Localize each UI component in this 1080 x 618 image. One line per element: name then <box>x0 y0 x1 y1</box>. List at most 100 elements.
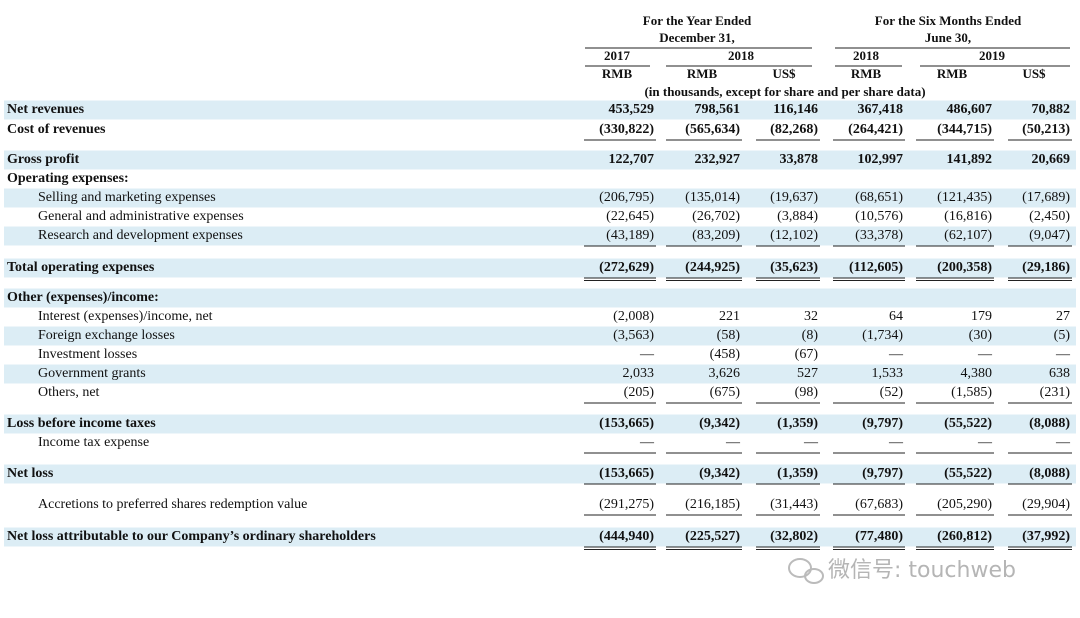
row-shade <box>4 100 1076 120</box>
row-shade <box>4 226 1076 246</box>
currency: RMB <box>937 66 968 81</box>
row-label: Income tax expense <box>38 435 149 450</box>
header: For the Year Ended December 31, For the … <box>585 13 1070 99</box>
cell-value: (10,576) <box>855 209 903 224</box>
cell-value: 27 <box>1056 309 1070 324</box>
cell-value: 2,033 <box>623 366 655 381</box>
cell-value: 102,997 <box>858 152 904 167</box>
row-shade <box>4 288 1076 308</box>
table-row: Other (expenses)/income: <box>4 288 1076 308</box>
cell-value: (458) <box>710 347 741 362</box>
cell-value: (216,185) <box>685 497 740 512</box>
cell-value: (68,651) <box>855 190 903 205</box>
cell-value: — <box>639 435 655 450</box>
cell-value: (77,480) <box>855 529 903 544</box>
cell-value: (9,342) <box>699 466 740 481</box>
cell-value: (1,359) <box>777 416 818 431</box>
row-shade <box>4 527 1076 547</box>
cell-value: — <box>1055 347 1071 362</box>
cell-value: 33,878 <box>780 152 819 167</box>
cell-value: (1,359) <box>777 466 818 481</box>
cell-value: (19,637) <box>770 190 818 205</box>
cell-value: 453,529 <box>609 102 655 117</box>
cell-value: (1,585) <box>951 385 992 400</box>
row-label: Government grants <box>38 366 146 381</box>
cell-value: — <box>803 435 819 450</box>
cell-value: (82,268) <box>770 122 818 137</box>
row-shade <box>4 414 1076 434</box>
cell-value: (2,450) <box>1029 209 1070 224</box>
cell-value: (9,342) <box>699 416 740 431</box>
row-shade <box>4 188 1076 208</box>
row-label: Selling and marketing expenses <box>38 190 216 205</box>
cell-value: (3,884) <box>777 209 818 224</box>
cell-value: (17,689) <box>1022 190 1070 205</box>
cell-value: — <box>725 435 741 450</box>
cell-value: (244,925) <box>685 260 740 275</box>
table-row: Others, net (205) (675) (98) (52) (1,585) (231… <box>38 385 1072 404</box>
cell-value: (291,275) <box>599 497 654 512</box>
group-title: For the Year Ended <box>643 13 752 28</box>
table-row: General and administrative expenses (22,6… <box>38 209 1070 224</box>
watermark-text: 微信号: touchweb <box>828 558 1016 583</box>
table-body: Net revenues 453,529 798,561 116,146 367,418… <box>4 100 1076 550</box>
cell-value: (32,802) <box>770 529 818 544</box>
row-label: Foreign exchange losses <box>38 328 175 343</box>
cell-value: (52) <box>880 385 904 400</box>
cell-value: (83,209) <box>692 228 740 243</box>
group-title: For the Six Months Ended <box>875 13 1022 28</box>
table-row: Accretions to preferred shares redemptio… <box>38 497 1072 516</box>
cell-value: (8,088) <box>1029 466 1070 481</box>
currency: RMB <box>602 66 633 81</box>
table-row: Operating expenses: <box>7 171 129 186</box>
cell-value: (153,665) <box>599 466 654 481</box>
row-shade <box>4 464 1076 484</box>
wechat-icon <box>788 558 812 578</box>
cell-value: 64 <box>889 309 903 324</box>
cell-value: (31,443) <box>770 497 818 512</box>
cell-value: — <box>888 347 904 362</box>
cell-value: 486,607 <box>947 102 993 117</box>
cell-value: (675) <box>710 385 741 400</box>
table-row: Income tax expense — — — — — — <box>38 435 1072 454</box>
cell-value: (225,527) <box>685 529 740 544</box>
cell-value: (8) <box>802 328 819 343</box>
table-row: Total operating expenses (272,629) (244,92… <box>4 258 1076 281</box>
row-shade <box>4 326 1076 346</box>
cell-value: (30) <box>969 328 993 343</box>
table-row: Selling and marketing expenses (206,795) (… <box>4 188 1076 208</box>
cell-value: (26,702) <box>692 209 740 224</box>
row-label: Other (expenses)/income: <box>7 290 159 305</box>
cell-value: 20,669 <box>1032 152 1071 167</box>
cell-value: 367,418 <box>858 102 904 117</box>
cell-value: (35,623) <box>770 260 818 275</box>
wechat-icon <box>804 568 824 584</box>
table-row: Gross profit 122,707 232,927 33,878 102,997 1… <box>4 150 1076 170</box>
cell-value: 179 <box>971 309 992 324</box>
cell-value: (29,186) <box>1022 260 1070 275</box>
cell-value: 4,380 <box>961 366 993 381</box>
cell-value: (5) <box>1054 328 1071 343</box>
cell-value: (67,683) <box>855 497 903 512</box>
currency: US$ <box>772 66 796 81</box>
row-label: Accretions to preferred shares redemptio… <box>38 497 307 512</box>
cell-value: (231) <box>1040 385 1071 400</box>
cell-value: 3,626 <box>709 366 741 381</box>
row-shade <box>4 150 1076 170</box>
row-label: Cost of revenues <box>7 122 106 137</box>
table-row: Net loss attributable to our Company’s o… <box>4 527 1076 550</box>
year: 2018 <box>728 48 755 63</box>
row-label: Operating expenses: <box>7 171 129 186</box>
cell-value: (1,734) <box>862 328 903 343</box>
cell-value: (121,435) <box>937 190 992 205</box>
cell-value: — <box>888 435 904 450</box>
currency: RMB <box>687 66 718 81</box>
row-shade <box>4 364 1076 384</box>
cell-value: (9,797) <box>862 416 903 431</box>
table-row: Government grants 2,033 3,626 527 1,533 4,380… <box>4 364 1076 384</box>
cell-value: (205,290) <box>937 497 992 512</box>
cell-value: (29,904) <box>1022 497 1070 512</box>
cell-value: (3,563) <box>613 328 654 343</box>
cell-value: (9,047) <box>1029 228 1070 243</box>
group-title: December 31, <box>659 30 735 45</box>
